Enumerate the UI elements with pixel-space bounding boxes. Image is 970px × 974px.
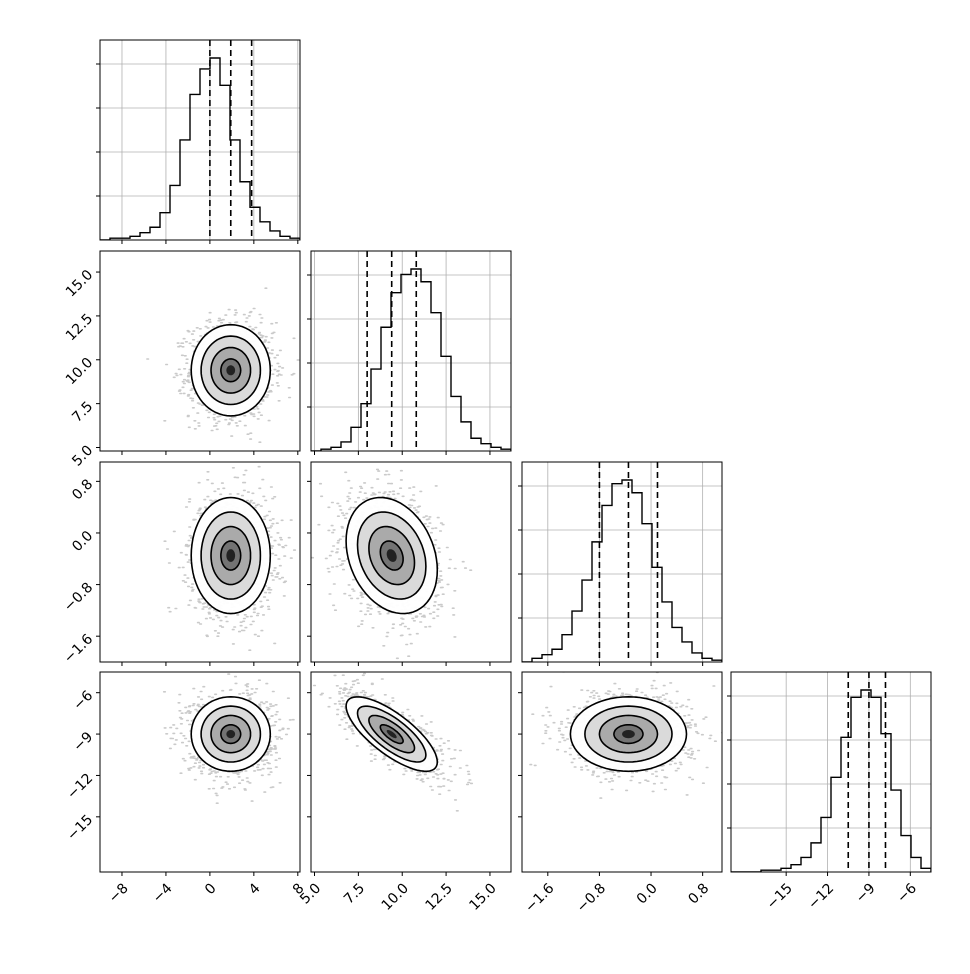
x-tick-label-3-2: −9 (853, 880, 879, 906)
contour-1-3-1 (368, 714, 416, 754)
hist-panel-0 (96, 39, 301, 241)
scatter-panel-0-3 (99, 671, 301, 873)
y-tick-label-2-1: −0.8 (61, 580, 96, 615)
contour-1-3-0 (379, 724, 404, 745)
density-core-0-3 (226, 730, 236, 739)
y-tick-label-2-0: −1.6 (61, 631, 96, 666)
hist-panel-1 (307, 250, 512, 452)
x-tick-label-2-2: 0.0 (634, 880, 661, 907)
contour-2-3-2 (584, 705, 673, 763)
x-tick-label-0-1: −4 (150, 880, 176, 906)
hist-frame-0 (99, 39, 301, 241)
contour-2-3-0 (613, 724, 644, 745)
y-tick-label-1-0: 5.0 (69, 442, 96, 469)
density-core-0-1 (226, 365, 236, 376)
x-tick-label-0-3: 4 (246, 880, 264, 898)
x-tick-label-0-2: 0 (202, 880, 220, 898)
x-tick-label-2-3: 0.8 (685, 880, 712, 907)
x-tick-label-3-3: −6 (894, 880, 920, 906)
contour-2-3-1 (598, 714, 659, 754)
contour-0-1-0 (220, 358, 242, 383)
scatter-frame-0-3 (99, 671, 301, 873)
contour-0-3-1 (210, 714, 252, 754)
contour-0-2-2 (200, 511, 262, 600)
contour-0-3-2 (200, 705, 262, 763)
scatter-frame-1-3 (310, 671, 512, 873)
x-tick-label-1-0: 5.0 (297, 880, 324, 907)
contour-1-2-2 (356, 511, 427, 600)
density-core-1-2 (386, 549, 397, 562)
histogram-3 (731, 689, 931, 872)
x-tick-label-1-3: 12.5 (422, 880, 455, 913)
panel-content-1-3 (312, 672, 474, 812)
scatter-panel-0-2 (99, 461, 301, 663)
scatter-frame-0-2 (99, 461, 301, 663)
scatter-frame-0-1 (99, 250, 301, 452)
histogram-2 (522, 479, 722, 662)
contour-0-1-3 (190, 323, 272, 417)
contour-0-3-0 (220, 724, 242, 745)
x-tick-label-2-1: −0.8 (574, 880, 609, 915)
x-tick-label-1-1: 7.5 (341, 880, 368, 907)
y-tick-label-3-3: −6 (70, 688, 96, 714)
x-tick-label-0-0: −8 (106, 880, 132, 906)
x-tick-label-1-2: 10.0 (379, 880, 412, 913)
x-tick-label-2-0: −1.6 (522, 880, 557, 915)
scatter-panel-0-1 (99, 250, 301, 452)
density-core-0-2 (226, 549, 236, 562)
hist-frame-3 (730, 671, 932, 873)
panel-content-2-3 (529, 672, 722, 799)
x-tick-label-3-0: −15 (764, 880, 796, 912)
y-tick-label-1-4: 15.0 (63, 267, 96, 300)
x-tick-label-1-4: 15.0 (466, 880, 499, 913)
y-tick-label-3-1: −12 (64, 770, 96, 802)
contour-0-2-3 (190, 496, 272, 615)
hist-panel-3 (727, 671, 932, 873)
contour-1-2-0 (379, 540, 404, 571)
density-core-2-3 (622, 730, 635, 739)
scatter-panel-1-2 (310, 461, 512, 663)
scatter-frame-1-2 (310, 461, 512, 663)
contour-0-2-1 (210, 525, 252, 586)
histogram-1 (311, 268, 511, 451)
hist-panel-2 (518, 461, 723, 663)
contour-1-3-2 (356, 705, 427, 763)
contour-1-3-3 (345, 696, 439, 773)
y-tick-label-2-2: 0.0 (69, 528, 96, 555)
density-core-1-3 (386, 730, 397, 739)
contour-1-2-1 (368, 525, 416, 586)
panel-content-0-1 (146, 287, 300, 443)
scatter-panel-1-3 (310, 671, 512, 873)
contour-2-3-3 (569, 695, 688, 773)
y-tick-label-1-3: 12.5 (63, 311, 96, 344)
y-tick-label-3-0: −15 (64, 812, 96, 844)
histogram-0 (100, 57, 300, 240)
y-tick-label-1-1: 7.5 (69, 399, 96, 426)
hist-frame-2 (521, 461, 723, 663)
contour-0-1-1 (210, 346, 252, 394)
panel-content-0-2 (163, 465, 297, 651)
contour-0-3-3 (190, 695, 272, 773)
panel-content-0-3 (162, 673, 295, 804)
contour-1-2-3 (345, 496, 439, 615)
scatter-frame-2-3 (521, 671, 723, 873)
scatter-panel-2-3 (521, 671, 723, 873)
contour-0-1-2 (200, 335, 262, 406)
y-tick-label-1-2: 10.0 (63, 355, 96, 388)
hist-frame-1 (310, 250, 512, 452)
panel-content-1-2 (311, 468, 473, 660)
x-tick-label-3-1: −12 (805, 880, 837, 912)
contour-0-2-0 (220, 540, 242, 571)
y-tick-label-2-3: 0.8 (69, 476, 96, 503)
y-tick-label-3-2: −9 (70, 729, 96, 755)
